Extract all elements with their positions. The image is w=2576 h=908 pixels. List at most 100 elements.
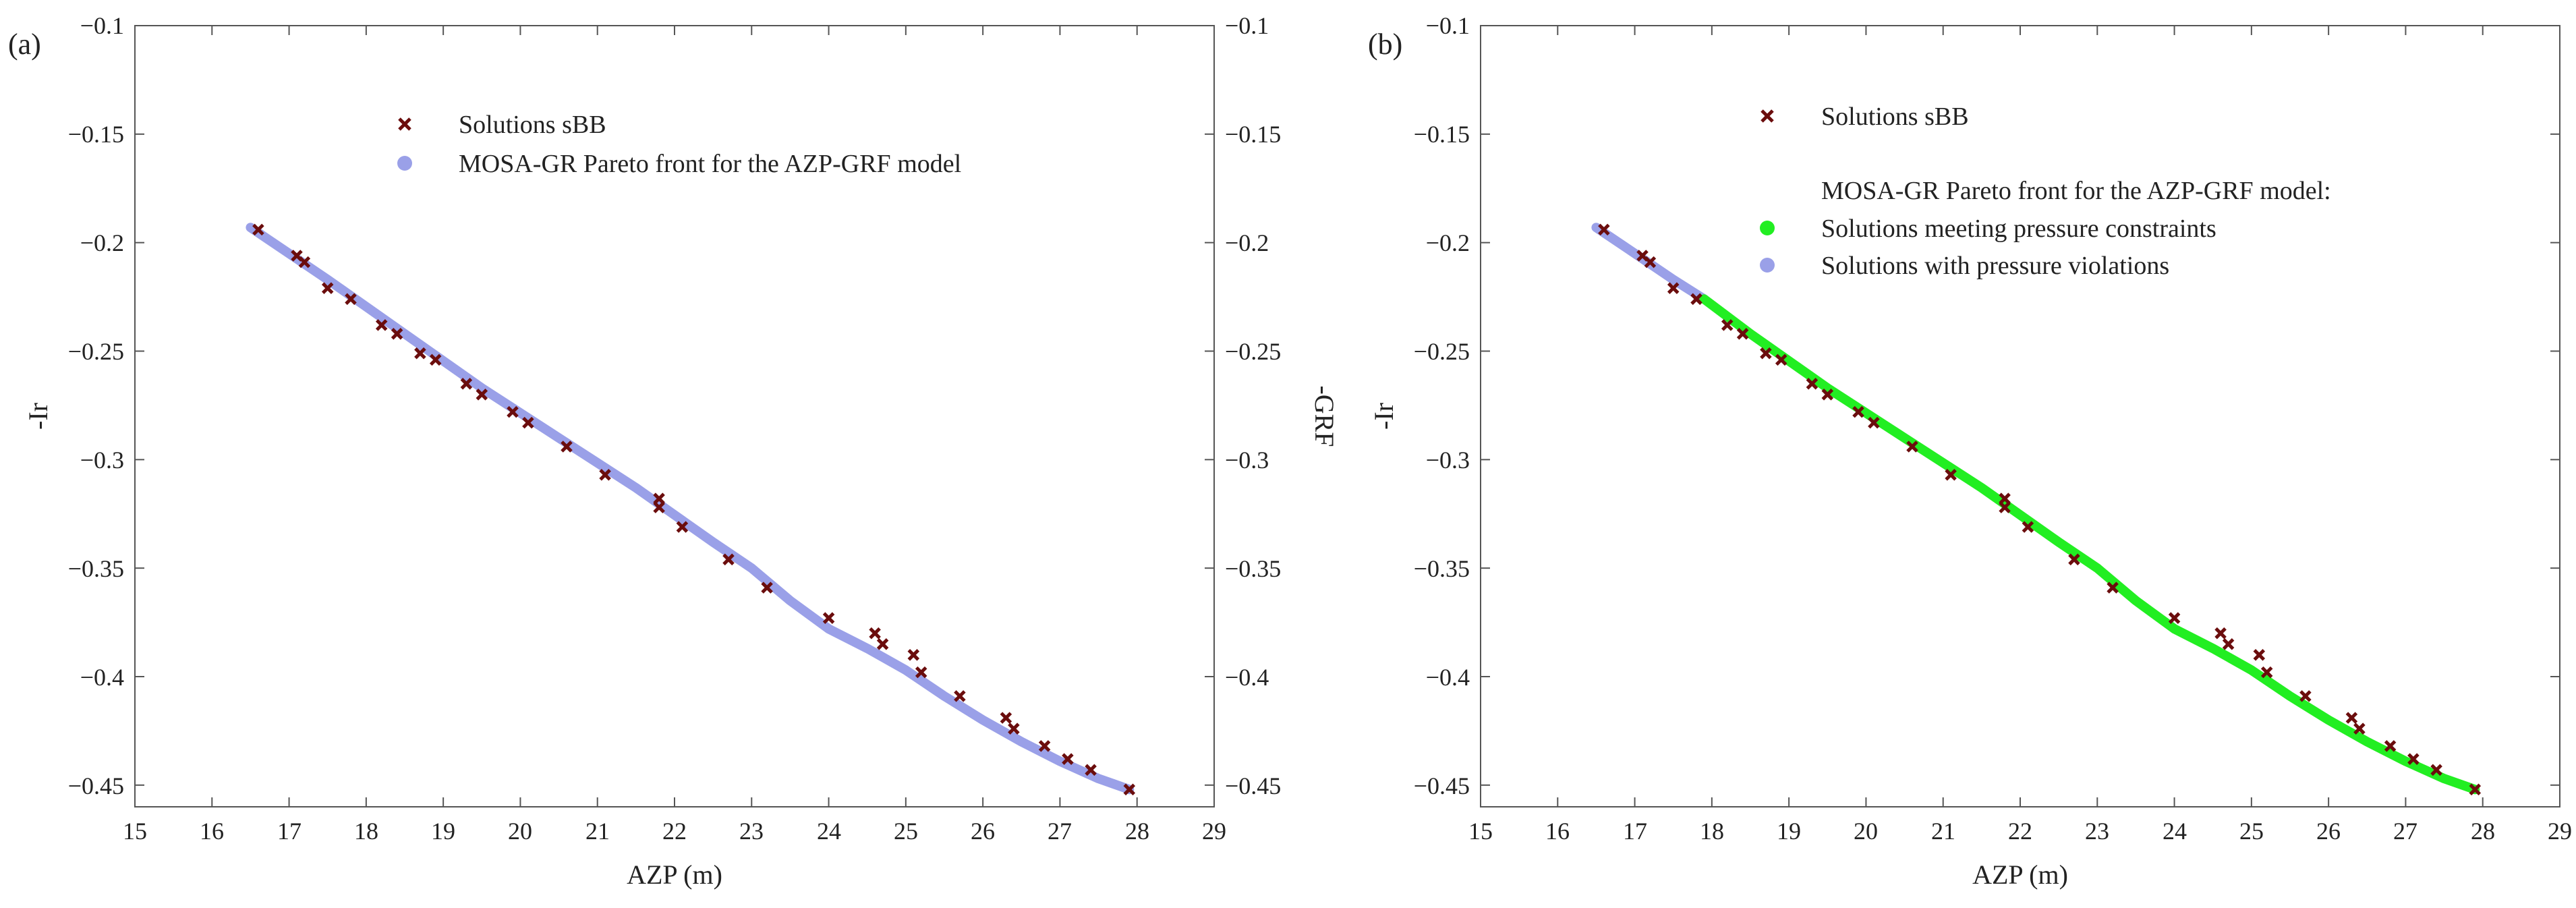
y-tick-label: −0.35 bbox=[1414, 555, 1470, 582]
panel-a-ticks bbox=[134, 25, 1215, 807]
panel-b-x-axis-title: AZP (m) bbox=[1972, 859, 2068, 890]
y-tick-label: −0.45 bbox=[1414, 772, 1470, 799]
panel-a-y-tick-labels: −0.1 −0.15 −0.2 −0.25 −0.3 −0.35 −0.4 −0… bbox=[68, 12, 124, 799]
solution-point bbox=[2407, 753, 2420, 765]
solution-point bbox=[2353, 722, 2366, 735]
x-tick-label: 20 bbox=[508, 818, 532, 845]
solution-point bbox=[476, 389, 488, 401]
x-tick-label: 21 bbox=[1931, 818, 1955, 845]
solution-point bbox=[1906, 441, 1918, 453]
x-tick-label: 20 bbox=[1854, 818, 1878, 845]
x-tick-label: 25 bbox=[2239, 818, 2264, 845]
x-tick-label: 17 bbox=[277, 818, 302, 845]
legend-label-pareto: MOSA-GR Pareto front for the AZP-GRF mod… bbox=[459, 150, 961, 178]
panel-b-x-tick-labels: 15 16 17 18 19 20 21 22 23 24 25 26 27 2… bbox=[1468, 818, 2572, 845]
y-tick-label: −0.1 bbox=[80, 12, 124, 39]
solution-point bbox=[345, 293, 357, 306]
solution-point bbox=[2430, 764, 2442, 776]
legend-label-solutions: Solutions sBB bbox=[1821, 103, 1969, 131]
solution-point bbox=[298, 256, 311, 268]
x-tick-label: 18 bbox=[1700, 818, 1724, 845]
x-tick-label: 23 bbox=[2085, 818, 2109, 845]
solution-point bbox=[1852, 405, 1864, 418]
x-tick-label: 28 bbox=[1125, 818, 1149, 845]
legend-marker-green-icon bbox=[1760, 221, 1775, 235]
solution-point bbox=[876, 638, 889, 650]
solution-point bbox=[1667, 282, 1680, 294]
x-tick-label: 25 bbox=[894, 818, 918, 845]
pareto-front-line bbox=[246, 223, 1135, 795]
panel-b-y-axis-title: -Ir bbox=[1369, 403, 1399, 430]
legend-marker-pareto-icon bbox=[397, 156, 412, 171]
legend-marker-solutions-icon bbox=[1761, 109, 1774, 123]
x-tick-label: 19 bbox=[431, 818, 455, 845]
legend-label-violations: Solutions with pressure violations bbox=[1821, 252, 2169, 280]
solution-point bbox=[1123, 783, 1136, 796]
solution-point bbox=[869, 627, 881, 640]
solution-point bbox=[1598, 223, 1610, 236]
y2-tick-label: −0.4 bbox=[1225, 664, 1269, 691]
panel-a: (a) 15 16 17 18 19 20 21 22 23 24 25 26 … bbox=[8, 12, 1340, 890]
solution-point bbox=[915, 666, 927, 679]
panel-a-label: (a) bbox=[8, 28, 41, 61]
y2-tick-label: −0.45 bbox=[1225, 772, 1281, 799]
solution-point bbox=[599, 469, 611, 481]
x-tick-label: 26 bbox=[971, 818, 995, 845]
y2-tick-label: −0.25 bbox=[1225, 338, 1281, 365]
solution-point bbox=[561, 441, 573, 453]
solution-point bbox=[653, 492, 665, 505]
x-tick-label: 26 bbox=[2316, 818, 2341, 845]
solution-point bbox=[1736, 328, 1749, 340]
x-tick-label: 16 bbox=[1545, 818, 1570, 845]
solution-point bbox=[1690, 293, 1702, 306]
solution-point bbox=[2214, 627, 2227, 640]
pareto-front-line bbox=[1699, 294, 2480, 795]
y-tick-label: −0.15 bbox=[68, 121, 124, 148]
y2-tick-label: −0.3 bbox=[1225, 447, 1269, 474]
y-tick-label: −0.4 bbox=[80, 664, 124, 691]
solution-point bbox=[2222, 638, 2235, 650]
solution-point bbox=[2107, 581, 2119, 594]
panel-a-series bbox=[246, 223, 1136, 796]
solution-point bbox=[1008, 722, 1020, 735]
solution-point bbox=[761, 581, 773, 594]
legend-label-solutions: Solutions sBB bbox=[459, 111, 606, 139]
solution-point bbox=[1806, 378, 1819, 390]
solution-point bbox=[2253, 649, 2266, 661]
x-tick-label: 27 bbox=[1048, 818, 1072, 845]
solution-point bbox=[2469, 783, 2482, 796]
panel-b-legend: Solutions sBB MOSA-GR Pareto front for t… bbox=[1760, 103, 2331, 280]
panel-b-plot-frame bbox=[1480, 25, 2560, 807]
x-tick-label: 24 bbox=[2163, 818, 2187, 845]
solution-point bbox=[1999, 501, 2011, 513]
solution-point bbox=[676, 521, 689, 533]
panel-a-x-tick-labels: 15 16 17 18 19 20 21 22 23 24 25 26 27 2… bbox=[123, 818, 1226, 845]
solution-point bbox=[1038, 740, 1051, 752]
panel-b-y-tick-labels: −0.1 −0.15 −0.2 −0.25 −0.3 −0.35 −0.4 −0… bbox=[1414, 12, 1470, 799]
y-tick-label: −0.3 bbox=[80, 447, 124, 474]
panel-a-legend: Solutions sBB MOSA-GR Pareto front for t… bbox=[397, 111, 961, 178]
solution-point bbox=[1775, 353, 1787, 366]
panel-a-plot-frame bbox=[134, 25, 1215, 807]
y-tick-label: −0.4 bbox=[1426, 664, 1470, 691]
solution-point bbox=[1999, 492, 2011, 505]
panel-a-x-axis-title: AZP (m) bbox=[627, 859, 722, 890]
solution-point bbox=[414, 347, 426, 360]
solution-point bbox=[1868, 416, 1880, 429]
y-tick-label: −0.35 bbox=[68, 555, 124, 582]
y-tick-label: −0.45 bbox=[68, 772, 124, 799]
solution-point bbox=[1945, 469, 1957, 481]
solution-point bbox=[822, 612, 835, 624]
x-tick-label: 16 bbox=[200, 818, 224, 845]
panel-b-series bbox=[1591, 223, 2482, 796]
solution-point bbox=[653, 501, 665, 513]
x-tick-label: 28 bbox=[2471, 818, 2495, 845]
solution-point bbox=[507, 405, 519, 418]
solution-point bbox=[722, 553, 735, 566]
solution-point bbox=[460, 378, 473, 390]
panel-a-y-axis-title: -Ir bbox=[23, 403, 53, 430]
y-tick-label: −0.25 bbox=[68, 338, 124, 365]
y-tick-label: −0.2 bbox=[1426, 229, 1470, 256]
x-tick-label: 27 bbox=[2393, 818, 2417, 845]
